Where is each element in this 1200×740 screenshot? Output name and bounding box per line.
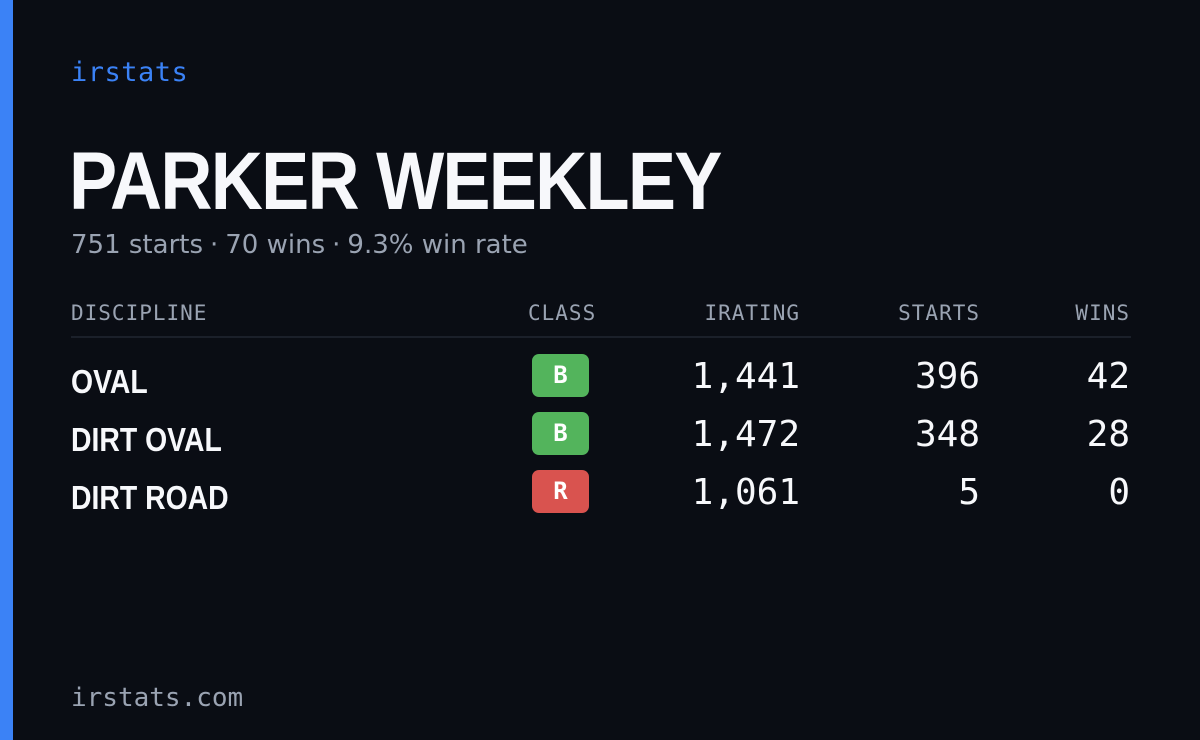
wins-value: 42	[1086, 356, 1130, 397]
brand-logo-text: irstats	[71, 57, 189, 88]
wins-value: 28	[1086, 414, 1130, 455]
column-header-starts: STARTS	[898, 301, 980, 325]
table-header-row: DISCIPLINE CLASS IRATING STARTS WINS	[71, 300, 1131, 338]
accent-bar	[0, 0, 13, 740]
discipline-name: DIRT OVAL	[71, 421, 222, 458]
irating-value: 1,441	[691, 356, 800, 397]
table-row: DIRT ROAD R 1,061 5 0	[71, 470, 1131, 528]
column-header-wins: WINS	[1075, 301, 1130, 325]
summary-starts: 751 starts	[71, 230, 203, 260]
table-row: OVAL B 1,441 396 42	[71, 354, 1131, 412]
discipline-stats-table: DISCIPLINE CLASS IRATING STARTS WINS OVA…	[71, 300, 1131, 516]
driver-name: PARKER WEEKLEY	[69, 136, 722, 227]
summary-wins: 70 wins	[225, 230, 326, 260]
starts-value: 5	[958, 472, 980, 513]
irating-value: 1,472	[691, 414, 800, 455]
class-badge: B	[532, 354, 589, 397]
class-badge: R	[532, 470, 589, 513]
discipline-name: OVAL	[71, 363, 148, 400]
starts-value: 396	[914, 356, 980, 397]
column-header-discipline: DISCIPLINE	[71, 301, 208, 325]
wins-value: 0	[1108, 472, 1130, 513]
table-body: OVAL B 1,441 396 42 DIRT OVAL B 1,472 34…	[71, 354, 1131, 528]
discipline-name: DIRT ROAD	[71, 479, 229, 516]
starts-value: 348	[914, 414, 980, 455]
irating-value: 1,061	[691, 472, 800, 513]
column-header-class: CLASS	[528, 301, 597, 325]
column-header-irating: IRATING	[704, 301, 800, 325]
summary-win-rate: 9.3% win rate	[347, 230, 528, 260]
class-badge: B	[532, 412, 589, 455]
driver-summary: 751 starts · 70 wins · 9.3% win rate	[71, 228, 528, 262]
summary-separator: ·	[332, 230, 341, 260]
table-row: DIRT OVAL B 1,472 348 28	[71, 412, 1131, 470]
footer-domain-link[interactable]: irstats.com	[71, 683, 244, 713]
summary-separator: ·	[210, 230, 219, 260]
